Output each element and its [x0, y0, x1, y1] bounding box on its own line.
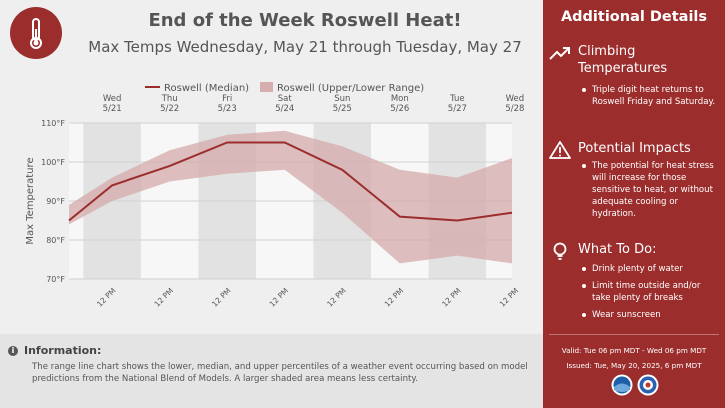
y-axis-label: Max Temperature — [25, 157, 36, 244]
nws-logo — [637, 374, 659, 396]
date-label: 5/26 — [390, 104, 409, 114]
day-label: Fri — [222, 94, 232, 104]
x-tick-label: 12 PM — [268, 286, 291, 309]
warning-icon — [549, 141, 571, 159]
date-label: 5/24 — [275, 104, 294, 114]
legend-label-median: Roswell (Median) — [164, 83, 249, 94]
issued-time: Issued: Tue, May 20, 2025, 6 pm MDT — [566, 361, 702, 370]
date-label: 5/27 — [448, 104, 467, 114]
x-tick-label: 12 PM — [210, 286, 233, 309]
y-tick-label: 90°F — [46, 197, 65, 206]
y-tick-label: 70°F — [46, 275, 65, 284]
y-tick-label: 110°F — [41, 119, 65, 128]
list-item: Wear sunscreen — [582, 309, 720, 321]
day-label: Mon — [391, 94, 409, 104]
day-label: Thu — [161, 94, 178, 104]
list-item: Drink plenty of water — [582, 263, 720, 275]
x-tick-label: 12 PM — [498, 286, 521, 309]
divider — [549, 334, 719, 335]
main-panel: End of the Week Roswell Heat! Max Temps … — [0, 7, 543, 408]
info-icon: i — [8, 345, 18, 356]
x-tick-label: 12 PM — [325, 286, 348, 309]
noaa-logo — [611, 374, 633, 396]
x-tick-label: 12 PM — [440, 286, 463, 309]
y-tick-label: 100°F — [41, 158, 65, 167]
date-label: 5/28 — [505, 104, 524, 114]
x-tick-label: 12 PM — [153, 286, 176, 309]
information-panel: i Information: The range line chart show… — [0, 334, 543, 408]
section-heading: Potential Impacts — [578, 141, 691, 156]
day-label: Sat — [278, 94, 293, 104]
range-band — [69, 130, 512, 264]
section-heading: What To Do: — [578, 242, 657, 257]
side-title: Additional Details — [560, 9, 708, 25]
x-tick-label: 12 PM — [95, 286, 118, 309]
page-subtitle: Max Temps Wednesday, May 21 through Tues… — [88, 38, 522, 56]
list-item: Limit time outside and/or take plenty of… — [582, 280, 720, 304]
info-title: Information: — [24, 344, 102, 357]
day-label: Wed — [103, 94, 122, 104]
date-label: 5/21 — [103, 104, 122, 114]
section-heading: Climbing Temperatures — [578, 44, 668, 76]
day-label: Tue — [449, 94, 465, 104]
info-text: The range line chart shows the lower, me… — [32, 362, 528, 384]
list-item: The potential for heat stress will incre… — [582, 160, 720, 220]
legend-label-range: Roswell (Upper/Lower Range) — [277, 83, 424, 94]
valid-time: Valid: Tue 06 pm MDT - Wed 06 pm MDT — [561, 346, 707, 355]
day-label: Sun — [334, 94, 350, 104]
legend-swatch-range — [260, 82, 273, 92]
date-label: 5/23 — [218, 104, 237, 114]
thermometer-badge — [10, 7, 62, 59]
additional-details-panel: Additional Details Climbing Temperatures… — [543, 0, 725, 408]
date-label: 5/25 — [333, 104, 352, 114]
page-title: End of the Week Roswell Heat! — [148, 10, 462, 31]
agency-logos — [611, 374, 659, 396]
list-item: Triple digit heat returns to Roswell Fri… — [582, 84, 720, 108]
median-line — [68, 141, 513, 222]
lightbulb-icon — [553, 242, 567, 260]
temperature-chart: 70°F 80°F 90°F 100°F 110°F Max Temperature Wed… — [25, 82, 525, 309]
y-tick-label: 80°F — [46, 236, 65, 245]
date-label: 5/22 — [160, 104, 179, 114]
thermometer-icon — [30, 18, 42, 49]
trend-up-icon — [549, 47, 570, 60]
day-label: Wed — [506, 94, 525, 104]
x-tick-label: 12 PM — [383, 286, 406, 309]
